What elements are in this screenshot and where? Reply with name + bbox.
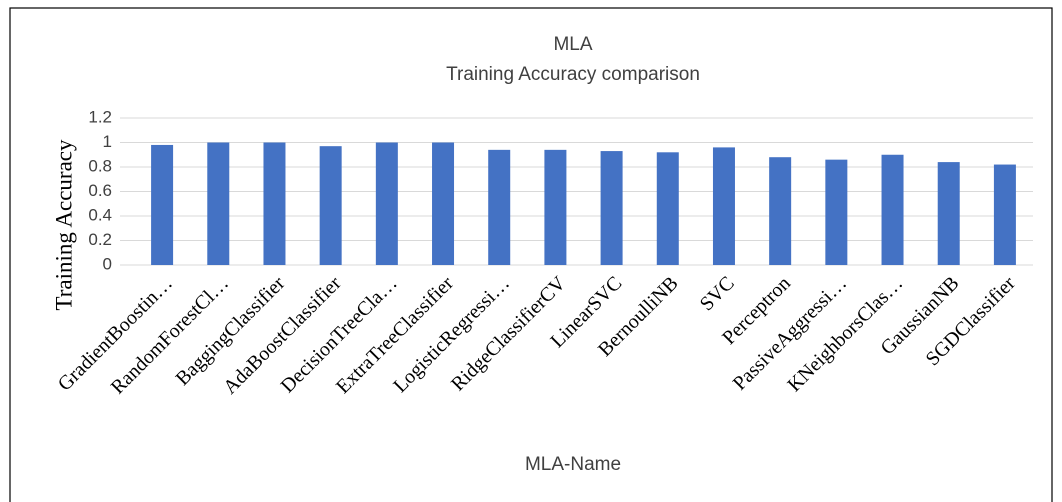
y-tick-label: 1	[103, 132, 112, 151]
bar	[207, 142, 230, 265]
bar	[825, 159, 848, 265]
y-tick-label: 0.4	[88, 205, 112, 224]
y-tick-label: 0	[103, 254, 112, 273]
bar	[600, 151, 623, 265]
y-tick-label: 0.2	[88, 230, 112, 249]
bar	[544, 149, 567, 265]
bar	[432, 142, 455, 265]
y-tick-label: 0.6	[88, 181, 112, 200]
bar	[881, 154, 904, 265]
bar	[263, 142, 286, 265]
y-tick-label: 1.2	[88, 107, 112, 126]
bar	[319, 146, 342, 265]
x-tick-label: SVC	[696, 272, 739, 315]
y-axis-label: Training Accuracy	[51, 139, 76, 310]
bar	[375, 142, 398, 265]
bar	[937, 162, 960, 265]
bar	[712, 147, 735, 265]
chart-title: MLA	[553, 34, 592, 55]
bar	[769, 157, 792, 265]
bar	[656, 152, 679, 265]
y-tick-label: 0.8	[88, 156, 112, 175]
frame	[9, 7, 1053, 502]
bar	[993, 164, 1016, 265]
bar	[151, 144, 174, 265]
bar	[488, 149, 511, 265]
x-axis-label: MLA-Name	[525, 454, 621, 475]
chart-subtitle: Training Accuracy comparison	[446, 64, 700, 85]
